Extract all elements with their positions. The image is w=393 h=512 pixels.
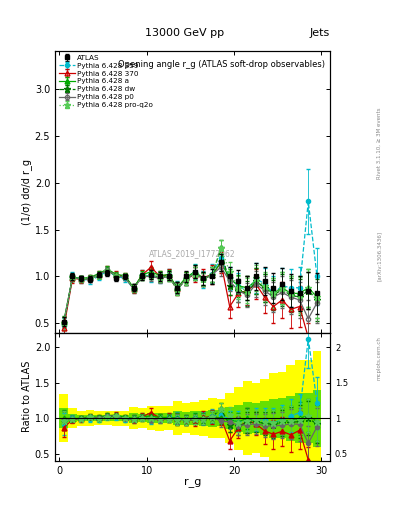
Bar bbox=[234, 387, 243, 450]
Bar bbox=[173, 401, 182, 435]
Bar bbox=[138, 414, 147, 422]
Bar bbox=[164, 406, 173, 431]
Bar bbox=[190, 401, 199, 435]
Bar bbox=[286, 396, 295, 441]
Bar bbox=[156, 413, 164, 423]
Bar bbox=[68, 414, 77, 422]
Bar bbox=[243, 381, 252, 455]
Text: Opening angle r_g (ATLAS soft-drop observables): Opening angle r_g (ATLAS soft-drop obser… bbox=[118, 60, 325, 69]
Bar bbox=[121, 415, 129, 421]
Bar bbox=[278, 372, 286, 464]
Bar bbox=[208, 398, 217, 438]
Bar bbox=[269, 373, 278, 463]
Legend: ATLAS, Pythia 6.428 359, Pythia 6.428 370, Pythia 6.428 a, Pythia 6.428 dw, Pyth: ATLAS, Pythia 6.428 359, Pythia 6.428 37… bbox=[57, 53, 155, 110]
Bar bbox=[86, 411, 94, 426]
Bar bbox=[199, 400, 208, 436]
Bar bbox=[182, 403, 190, 433]
Bar bbox=[304, 359, 313, 477]
Bar bbox=[86, 415, 94, 421]
Bar bbox=[129, 407, 138, 430]
Text: [arXiv:1306.3436]: [arXiv:1306.3436] bbox=[377, 231, 382, 281]
Bar bbox=[295, 360, 304, 476]
Text: 13000 GeV pp: 13000 GeV pp bbox=[145, 28, 224, 38]
Bar bbox=[103, 411, 112, 425]
Bar bbox=[304, 393, 313, 443]
Bar bbox=[77, 415, 86, 421]
Bar bbox=[286, 366, 295, 471]
Bar bbox=[77, 411, 86, 426]
Bar bbox=[252, 383, 260, 453]
Bar bbox=[313, 390, 321, 447]
Bar bbox=[252, 403, 260, 433]
Bar bbox=[225, 393, 234, 443]
Text: Jets: Jets bbox=[310, 28, 330, 38]
Bar bbox=[156, 406, 164, 431]
Bar bbox=[295, 393, 304, 443]
Bar bbox=[173, 411, 182, 425]
Bar bbox=[94, 411, 103, 425]
Text: mcplots.cern.ch: mcplots.cern.ch bbox=[377, 336, 382, 380]
Bar bbox=[260, 401, 269, 435]
Bar bbox=[199, 411, 208, 426]
Bar bbox=[68, 408, 77, 428]
Bar bbox=[103, 415, 112, 421]
Text: ATLAS_2019_I1772062: ATLAS_2019_I1772062 bbox=[149, 249, 236, 259]
Bar bbox=[138, 408, 147, 428]
Y-axis label: (1/σ) dσ/d r_g: (1/σ) dσ/d r_g bbox=[21, 159, 32, 225]
Bar bbox=[190, 411, 199, 425]
Bar bbox=[182, 412, 190, 424]
Bar bbox=[164, 413, 173, 423]
Bar bbox=[243, 402, 252, 434]
Bar bbox=[129, 413, 138, 423]
Bar bbox=[208, 410, 217, 426]
Bar bbox=[217, 410, 225, 426]
Bar bbox=[112, 415, 121, 421]
Text: Rivet 3.1.10, ≥ 3M events: Rivet 3.1.10, ≥ 3M events bbox=[377, 108, 382, 179]
Bar bbox=[112, 411, 121, 426]
Bar bbox=[121, 411, 129, 425]
Bar bbox=[94, 415, 103, 421]
Bar bbox=[217, 399, 225, 438]
Bar bbox=[278, 398, 286, 438]
Bar bbox=[269, 399, 278, 438]
Bar bbox=[234, 404, 243, 432]
Bar bbox=[260, 379, 269, 457]
Bar bbox=[59, 408, 68, 429]
X-axis label: r_g: r_g bbox=[184, 478, 201, 488]
Bar bbox=[59, 394, 68, 442]
Y-axis label: Ratio to ATLAS: Ratio to ATLAS bbox=[22, 361, 32, 433]
Bar bbox=[313, 351, 321, 485]
Bar bbox=[147, 406, 156, 430]
Bar bbox=[147, 413, 156, 423]
Bar bbox=[225, 408, 234, 429]
